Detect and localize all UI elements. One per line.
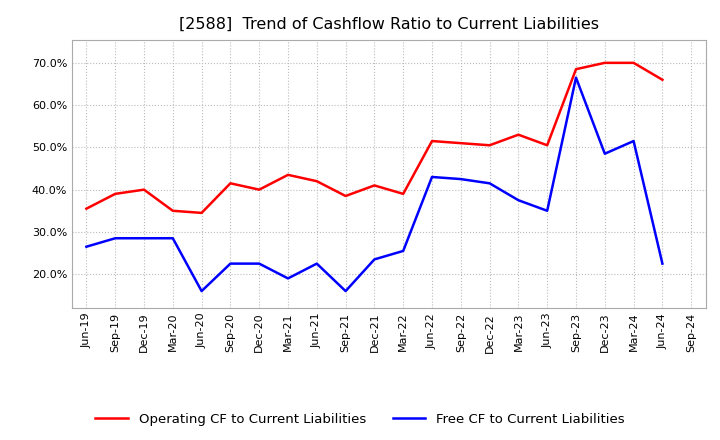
Title: [2588]  Trend of Cashflow Ratio to Current Liabilities: [2588] Trend of Cashflow Ratio to Curren… [179, 16, 599, 32]
Free CF to Current Liabilities [168, 235, 177, 241]
Free CF to Current Liabilities [399, 248, 408, 253]
Operating CF to Current Liabilities [600, 60, 609, 66]
Free CF to Current Liabilities [600, 151, 609, 156]
Legend: Operating CF to Current Liabilities, Free CF to Current Liabilities: Operating CF to Current Liabilities, Fre… [90, 407, 630, 431]
Operating CF to Current Liabilities [197, 210, 206, 216]
Free CF to Current Liabilities [456, 176, 465, 182]
Free CF to Current Liabilities [572, 75, 580, 80]
Operating CF to Current Liabilities [82, 206, 91, 211]
Operating CF to Current Liabilities [485, 143, 494, 148]
Operating CF to Current Liabilities [543, 143, 552, 148]
Free CF to Current Liabilities [370, 257, 379, 262]
Operating CF to Current Liabilities [629, 60, 638, 66]
Operating CF to Current Liabilities [658, 77, 667, 82]
Operating CF to Current Liabilities [140, 187, 148, 192]
Operating CF to Current Liabilities [572, 66, 580, 72]
Free CF to Current Liabilities [629, 139, 638, 144]
Operating CF to Current Liabilities [312, 179, 321, 184]
Operating CF to Current Liabilities [341, 193, 350, 198]
Operating CF to Current Liabilities [428, 139, 436, 144]
Free CF to Current Liabilities [428, 174, 436, 180]
Free CF to Current Liabilities [658, 261, 667, 266]
Free CF to Current Liabilities [226, 261, 235, 266]
Free CF to Current Liabilities [543, 208, 552, 213]
Free CF to Current Liabilities [140, 235, 148, 241]
Operating CF to Current Liabilities [111, 191, 120, 197]
Free CF to Current Liabilities [514, 198, 523, 203]
Free CF to Current Liabilities [284, 276, 292, 281]
Line: Operating CF to Current Liabilities: Operating CF to Current Liabilities [86, 63, 662, 213]
Line: Free CF to Current Liabilities: Free CF to Current Liabilities [86, 77, 662, 291]
Free CF to Current Liabilities [255, 261, 264, 266]
Operating CF to Current Liabilities [399, 191, 408, 197]
Operating CF to Current Liabilities [370, 183, 379, 188]
Operating CF to Current Liabilities [514, 132, 523, 137]
Free CF to Current Liabilities [197, 289, 206, 294]
Operating CF to Current Liabilities [284, 172, 292, 177]
Free CF to Current Liabilities [341, 289, 350, 294]
Operating CF to Current Liabilities [168, 208, 177, 213]
Operating CF to Current Liabilities [226, 181, 235, 186]
Operating CF to Current Liabilities [255, 187, 264, 192]
Operating CF to Current Liabilities [456, 140, 465, 146]
Free CF to Current Liabilities [111, 235, 120, 241]
Free CF to Current Liabilities [82, 244, 91, 249]
Free CF to Current Liabilities [485, 181, 494, 186]
Free CF to Current Liabilities [312, 261, 321, 266]
